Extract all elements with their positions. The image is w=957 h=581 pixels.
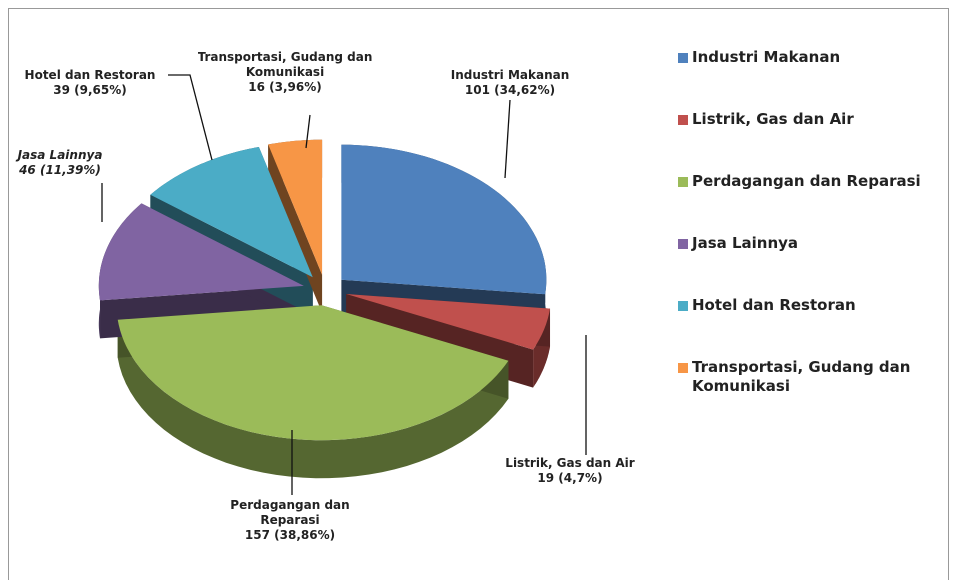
data-label-name: Jasa Lainnya xyxy=(17,148,103,162)
legend: Industri Makanan Listrik, Gas dan Air Perd… xyxy=(678,48,948,420)
slice xyxy=(341,144,547,295)
data-label-box: Jasa Lainnya 46 (11,39%) xyxy=(0,148,120,178)
data-label-box: Listrik, Gas dan Air 19 (4,7%) xyxy=(480,456,660,486)
data-label-box: Hotel dan Restoran 39 (9,65%) xyxy=(5,68,175,98)
legend-item: Listrik, Gas dan Air xyxy=(678,110,948,172)
leader-line xyxy=(168,74,213,161)
leader-line xyxy=(305,114,311,149)
slice-side xyxy=(117,319,509,479)
legend-label: Industri Makanan xyxy=(692,48,841,66)
data-label-box: Transportasi, Gudang dan Komunikasi 16 (3… xyxy=(198,50,373,95)
legend-label: Listrik, Gas dan Air xyxy=(692,110,854,128)
data-label-value: 157 (38,86%) xyxy=(244,528,336,542)
legend-label: Transportasi, Gudang dan Komunikasi xyxy=(692,358,911,395)
slice xyxy=(150,146,313,278)
slice xyxy=(117,305,509,441)
data-label-value: 19 (4,7%) xyxy=(537,471,603,485)
slice xyxy=(98,203,304,301)
legend-label: Jasa Lainnya xyxy=(692,234,799,252)
data-label-value: 16 (3,96%) xyxy=(248,80,322,94)
data-label-name: Perdagangan dan Reparasi xyxy=(230,498,350,527)
legend-item: Jasa Lainnya xyxy=(678,234,948,296)
legend-item: Hotel dan Restoran xyxy=(678,296,948,358)
data-label-value: 46 (11,39%) xyxy=(19,163,101,177)
legend-swatch xyxy=(678,363,688,373)
legend-label: Hotel dan Restoran xyxy=(692,296,856,314)
legend-swatch xyxy=(678,177,688,187)
data-label-name: Transportasi, Gudang dan Komunikasi xyxy=(197,50,373,79)
data-label-box: Perdagangan dan Reparasi 157 (38,86%) xyxy=(205,498,375,543)
slice xyxy=(346,294,551,350)
frame xyxy=(8,8,949,580)
data-label-name: Hotel dan Restoran xyxy=(24,68,156,82)
legend-swatch xyxy=(678,301,688,311)
slice xyxy=(268,139,323,275)
legend-swatch xyxy=(678,53,688,63)
legend-item: Perdagangan dan Reparasi xyxy=(678,172,948,234)
legend-label: Perdagangan dan Reparasi xyxy=(692,172,921,190)
data-label-value: 39 (9,65%) xyxy=(53,83,127,97)
data-label-value: 101 (34,62%) xyxy=(464,83,556,97)
data-label-box: Industri Makanan 101 (34,62%) xyxy=(420,68,600,98)
data-label-name: Listrik, Gas dan Air xyxy=(505,456,635,470)
legend-swatch xyxy=(678,115,688,125)
legend-item: Industri Makanan xyxy=(678,48,948,110)
legend-item: Transportasi, Gudang dan Komunikasi xyxy=(678,358,948,420)
data-label-name: Industri Makanan xyxy=(450,68,570,82)
legend-swatch xyxy=(678,239,688,249)
leader-line xyxy=(504,99,511,179)
